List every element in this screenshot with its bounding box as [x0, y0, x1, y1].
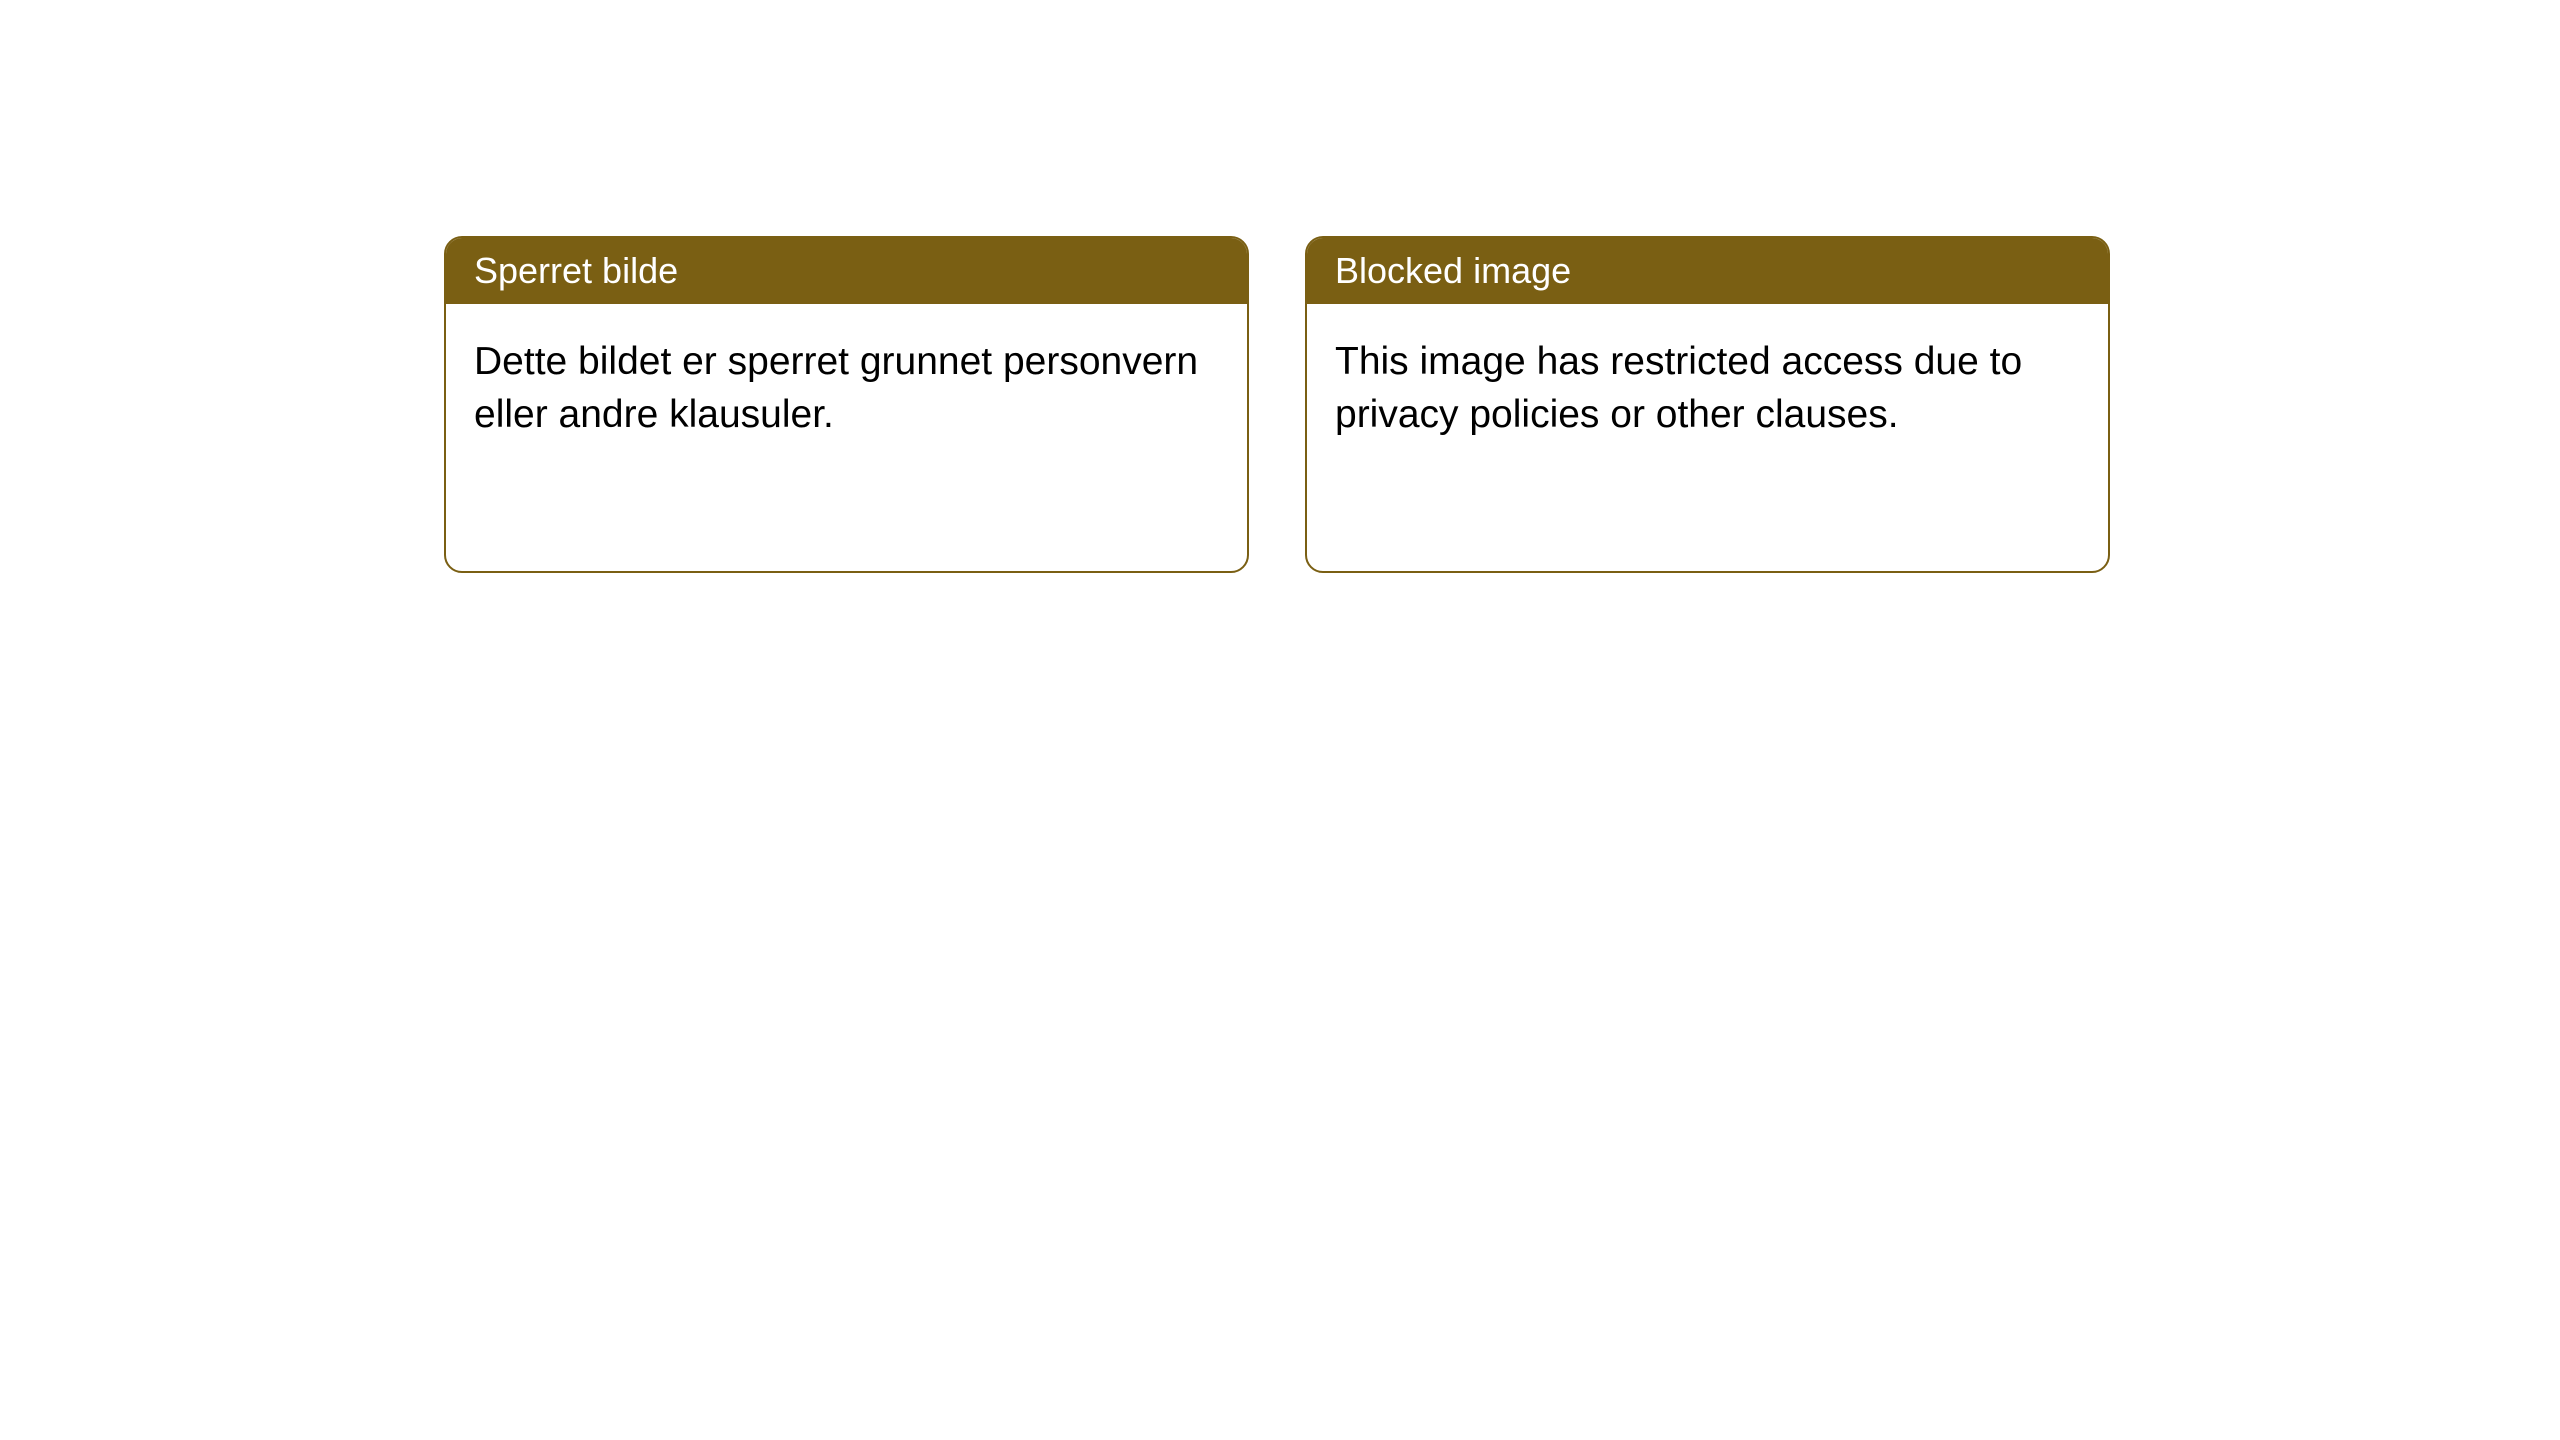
- info-card-english: Blocked image This image has restricted …: [1305, 236, 2110, 573]
- card-title: Blocked image: [1335, 250, 1571, 291]
- card-body: This image has restricted access due to …: [1307, 304, 2108, 473]
- card-header: Sperret bilde: [446, 238, 1247, 304]
- card-message: Dette bildet er sperret grunnet personve…: [474, 340, 1198, 436]
- info-cards-container: Sperret bilde Dette bildet er sperret gr…: [444, 236, 2110, 573]
- card-message: This image has restricted access due to …: [1335, 340, 2022, 436]
- card-title: Sperret bilde: [474, 250, 678, 291]
- info-card-norwegian: Sperret bilde Dette bildet er sperret gr…: [444, 236, 1249, 573]
- card-body: Dette bildet er sperret grunnet personve…: [446, 304, 1247, 473]
- card-header: Blocked image: [1307, 238, 2108, 304]
